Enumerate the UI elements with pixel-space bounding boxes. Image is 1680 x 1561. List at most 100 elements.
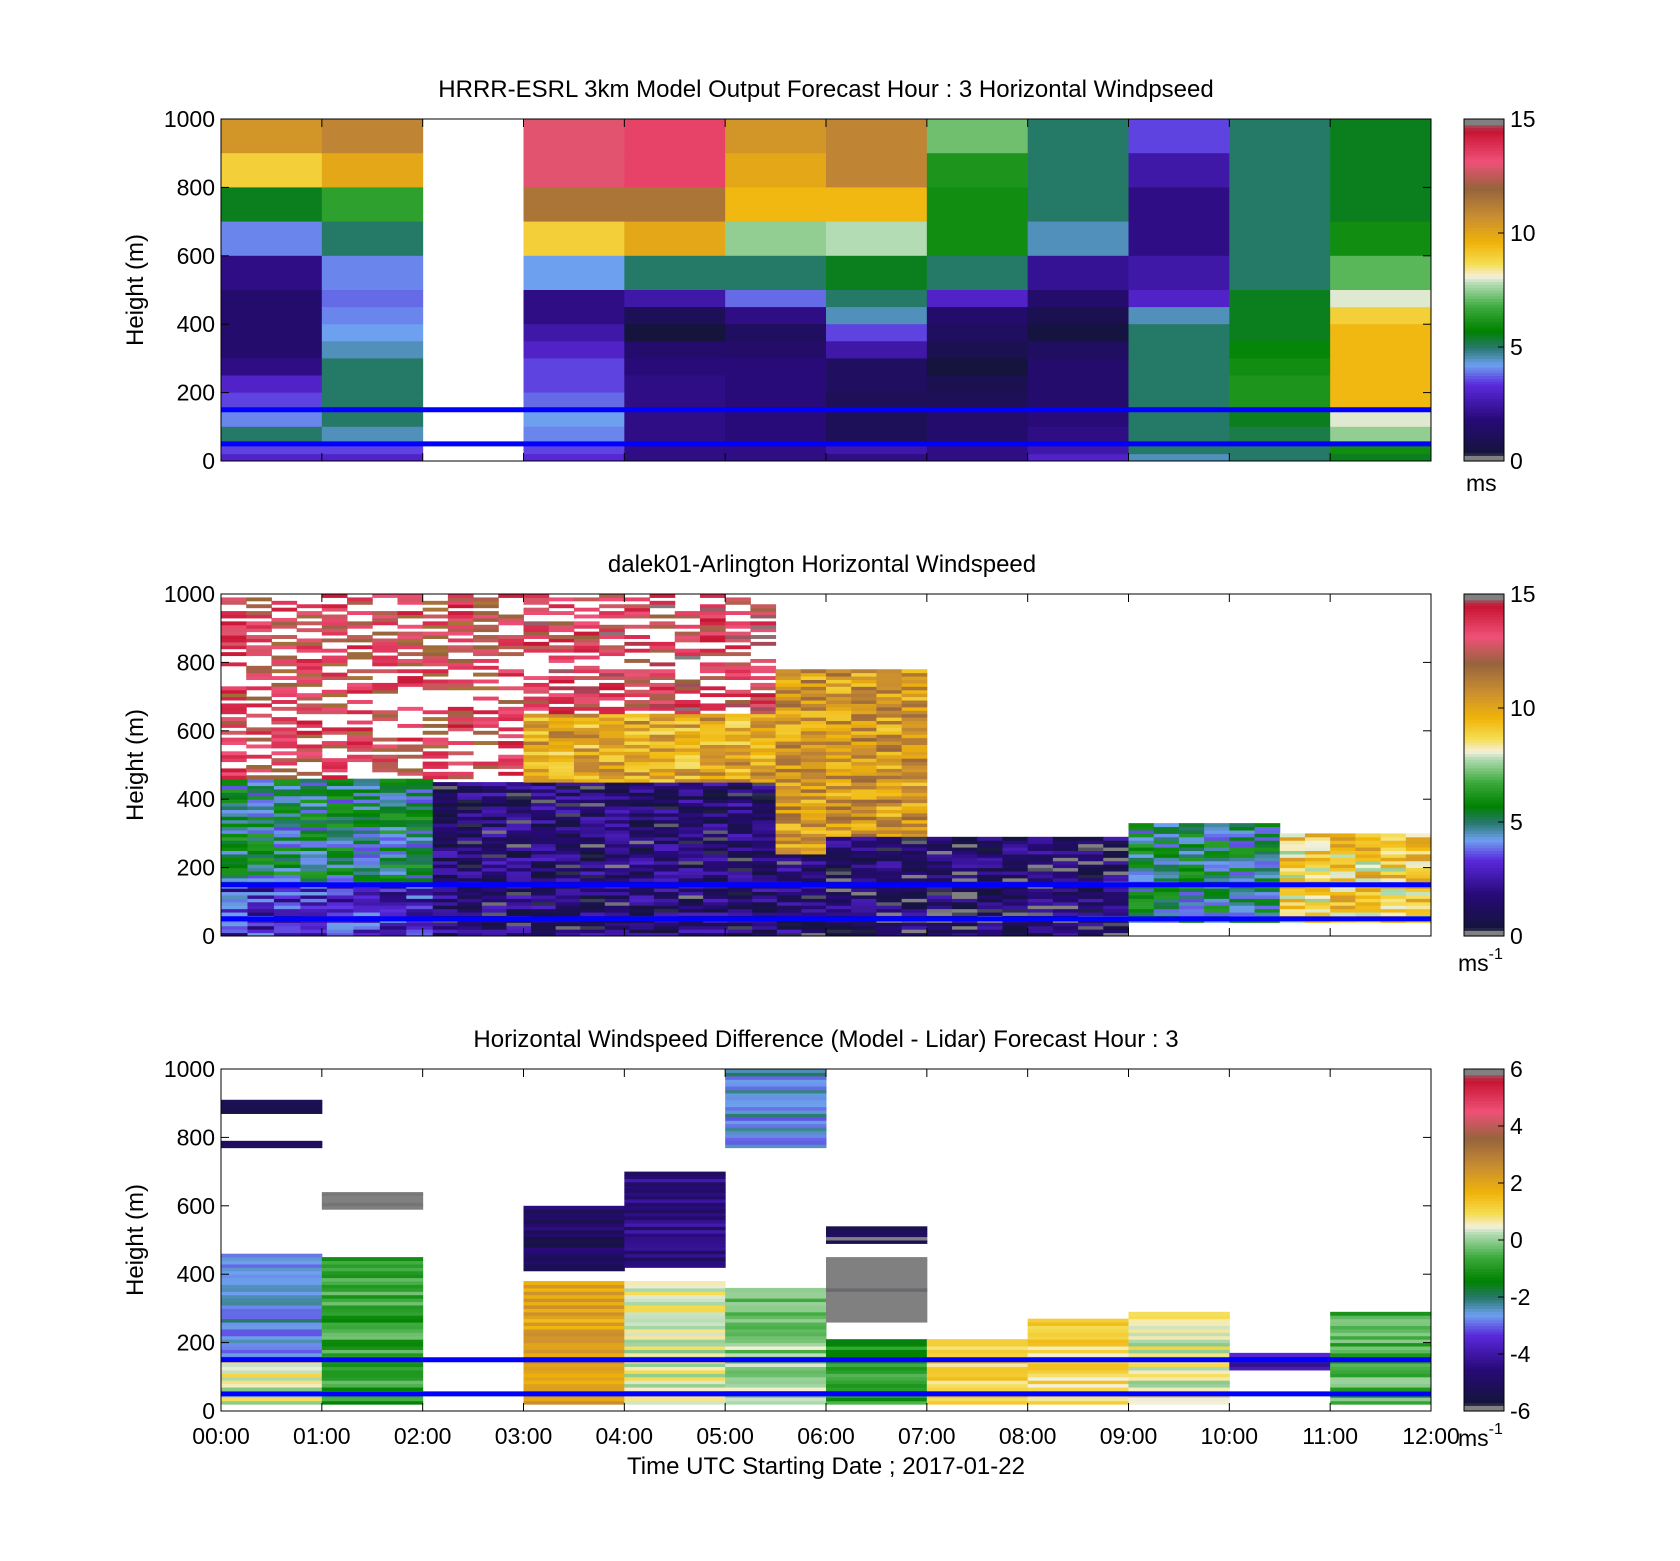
heatmap-cell <box>555 908 581 913</box>
heatmap-cell <box>221 925 248 930</box>
heatmap-cell <box>498 710 524 715</box>
heatmap-cell <box>926 1352 1029 1357</box>
heatmap-cell <box>678 792 704 797</box>
heatmap-cell <box>699 607 726 612</box>
heatmap-cell <box>599 631 625 636</box>
heatmap-cell <box>573 765 600 769</box>
heatmap-cell <box>1178 877 1205 882</box>
colorbar-segment <box>1464 839 1504 843</box>
heatmap-cell <box>271 600 298 605</box>
heatmap-cell <box>876 905 903 910</box>
heatmap-cell <box>273 912 301 916</box>
heatmap-cell <box>447 713 474 718</box>
heatmap-cell <box>353 836 381 841</box>
heatmap-cell <box>629 898 655 903</box>
heatmap-cell <box>674 624 701 629</box>
heatmap-cell <box>422 621 449 626</box>
heatmap-cell <box>321 1257 424 1262</box>
heatmap-cell <box>372 744 398 749</box>
heatmap-cell <box>379 785 407 790</box>
heatmap-cell <box>1330 888 1356 893</box>
heatmap-cell <box>321 1366 424 1371</box>
heatmap-cell <box>1330 1369 1431 1374</box>
heatmap-cell <box>826 221 928 257</box>
heatmap-cell <box>599 730 625 735</box>
heatmap-cell <box>725 1291 827 1296</box>
heatmap-cell <box>851 908 877 913</box>
heatmap-cell <box>580 908 606 913</box>
heatmap-cell <box>347 700 373 704</box>
heatmap-cell <box>699 717 726 722</box>
heatmap-cell <box>531 901 557 906</box>
heatmap-cell <box>321 655 348 660</box>
heatmap-cell <box>703 874 729 879</box>
heatmap-cell <box>901 829 928 834</box>
heatmap-cell <box>523 734 550 739</box>
heatmap-cell <box>901 901 928 906</box>
heatmap-cell <box>624 727 651 732</box>
heatmap-cell <box>1380 901 1407 906</box>
heatmap-cell <box>422 662 449 667</box>
heatmap-cell <box>353 888 381 893</box>
heatmap-cell <box>300 925 328 930</box>
heatmap-cell <box>457 782 483 787</box>
heatmap-cell <box>1153 843 1180 848</box>
colorbar-segment <box>1464 799 1504 803</box>
heatmap-cell <box>800 751 827 756</box>
heatmap-cell <box>703 901 729 906</box>
heatmap-cell <box>397 676 424 680</box>
heatmap-cell <box>506 891 532 896</box>
heatmap-cell <box>1355 840 1382 845</box>
heatmap-cell <box>1254 853 1281 858</box>
heatmap-cell <box>379 833 407 838</box>
heatmap-cell <box>372 710 398 715</box>
heatmap-cell <box>1027 891 1054 896</box>
heatmap-cell <box>1405 905 1431 910</box>
heatmap-cell <box>271 655 298 660</box>
heatmap-cell <box>296 621 323 626</box>
colorbar-segment <box>1464 418 1504 422</box>
heatmap-cell <box>1128 1318 1230 1323</box>
heatmap-cell <box>1103 836 1129 841</box>
heatmap-cell <box>273 843 301 848</box>
heatmap-cell <box>523 1346 625 1350</box>
heatmap-cell <box>604 894 630 899</box>
heatmap-cell <box>271 737 298 742</box>
heatmap-cell <box>649 682 676 687</box>
heatmap-cell <box>432 847 458 851</box>
colorbar-segment <box>1464 1145 1504 1150</box>
heatmap-cell <box>221 1369 323 1374</box>
heatmap-cell <box>573 744 600 749</box>
colorbar-segment <box>1464 739 1504 743</box>
heatmap-cell <box>326 785 354 790</box>
heatmap-cell <box>273 864 301 869</box>
colorbar-segment <box>1464 252 1504 257</box>
heatmap-cell <box>447 720 474 725</box>
heatmap-cell <box>406 888 434 893</box>
heatmap-cell <box>725 1137 827 1142</box>
heatmap-cell <box>531 816 557 821</box>
heatmap-cell <box>604 877 630 882</box>
heatmap-cell <box>1027 187 1129 223</box>
heatmap-cell <box>321 624 348 629</box>
heatmap-cell <box>457 812 483 817</box>
heatmap-cell <box>826 912 852 916</box>
heatmap-cell <box>347 720 373 725</box>
heatmap-cell <box>221 932 248 936</box>
heatmap-cell <box>498 765 524 769</box>
heatmap-cell <box>573 676 600 680</box>
y-axis-label: Height (m) <box>122 1184 149 1296</box>
heatmap-cell <box>851 806 877 810</box>
heatmap-cell <box>221 1373 323 1378</box>
heatmap-cell <box>1279 860 1306 865</box>
heatmap-cell <box>624 290 726 308</box>
colorbar-segment <box>1464 1348 1504 1352</box>
colorbar-segment <box>1464 682 1504 686</box>
heatmap-cell <box>221 426 323 445</box>
heatmap-cell <box>447 645 474 650</box>
heatmap-cell <box>725 1110 827 1114</box>
heatmap-cell <box>221 1140 323 1145</box>
colorbar-segment <box>1464 1365 1504 1369</box>
heatmap-cell <box>432 857 458 862</box>
